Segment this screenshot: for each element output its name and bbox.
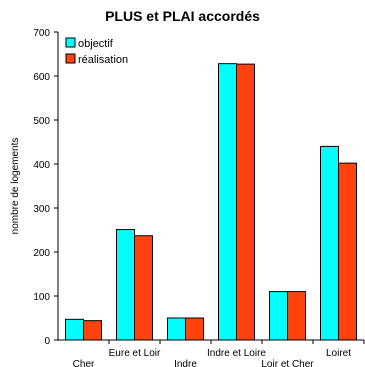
x-tick-label: Loir et Cher	[261, 359, 314, 367]
x-tick-label: Indre	[174, 359, 197, 367]
bar-objectif	[321, 146, 339, 340]
x-tick-label: Loiret	[326, 348, 351, 359]
legend-label: réalisation	[78, 54, 128, 66]
x-tick-label: Indre et Loire	[207, 348, 266, 359]
bar-objectif	[117, 230, 135, 340]
x-tick-label: Cher	[73, 359, 95, 367]
bar-réalisation	[288, 292, 306, 340]
y-tick-label: 600	[33, 72, 50, 83]
bar-objectif	[219, 64, 237, 340]
bar-réalisation	[237, 64, 255, 340]
bar-objectif	[168, 318, 186, 340]
y-tick-label: 700	[33, 28, 50, 39]
legend-label: objectif	[78, 38, 114, 50]
y-tick-label: 100	[33, 292, 50, 303]
y-tick-label: 0	[44, 336, 50, 347]
legend-swatch	[66, 54, 75, 63]
y-axis-title: nombre de logements	[10, 138, 21, 235]
x-tick-label: Eure et Loir	[109, 348, 161, 359]
bar-objectif	[66, 319, 84, 340]
bar-réalisation	[339, 163, 357, 340]
y-tick-label: 400	[33, 160, 50, 171]
legend-swatch	[66, 38, 75, 47]
bar-réalisation	[135, 236, 153, 340]
bar-réalisation	[186, 318, 204, 340]
bar-réalisation	[84, 321, 102, 340]
y-tick-label: 500	[33, 116, 50, 127]
bar-objectif	[270, 292, 288, 340]
y-tick-label: 300	[33, 204, 50, 215]
y-tick-label: 200	[33, 248, 50, 259]
